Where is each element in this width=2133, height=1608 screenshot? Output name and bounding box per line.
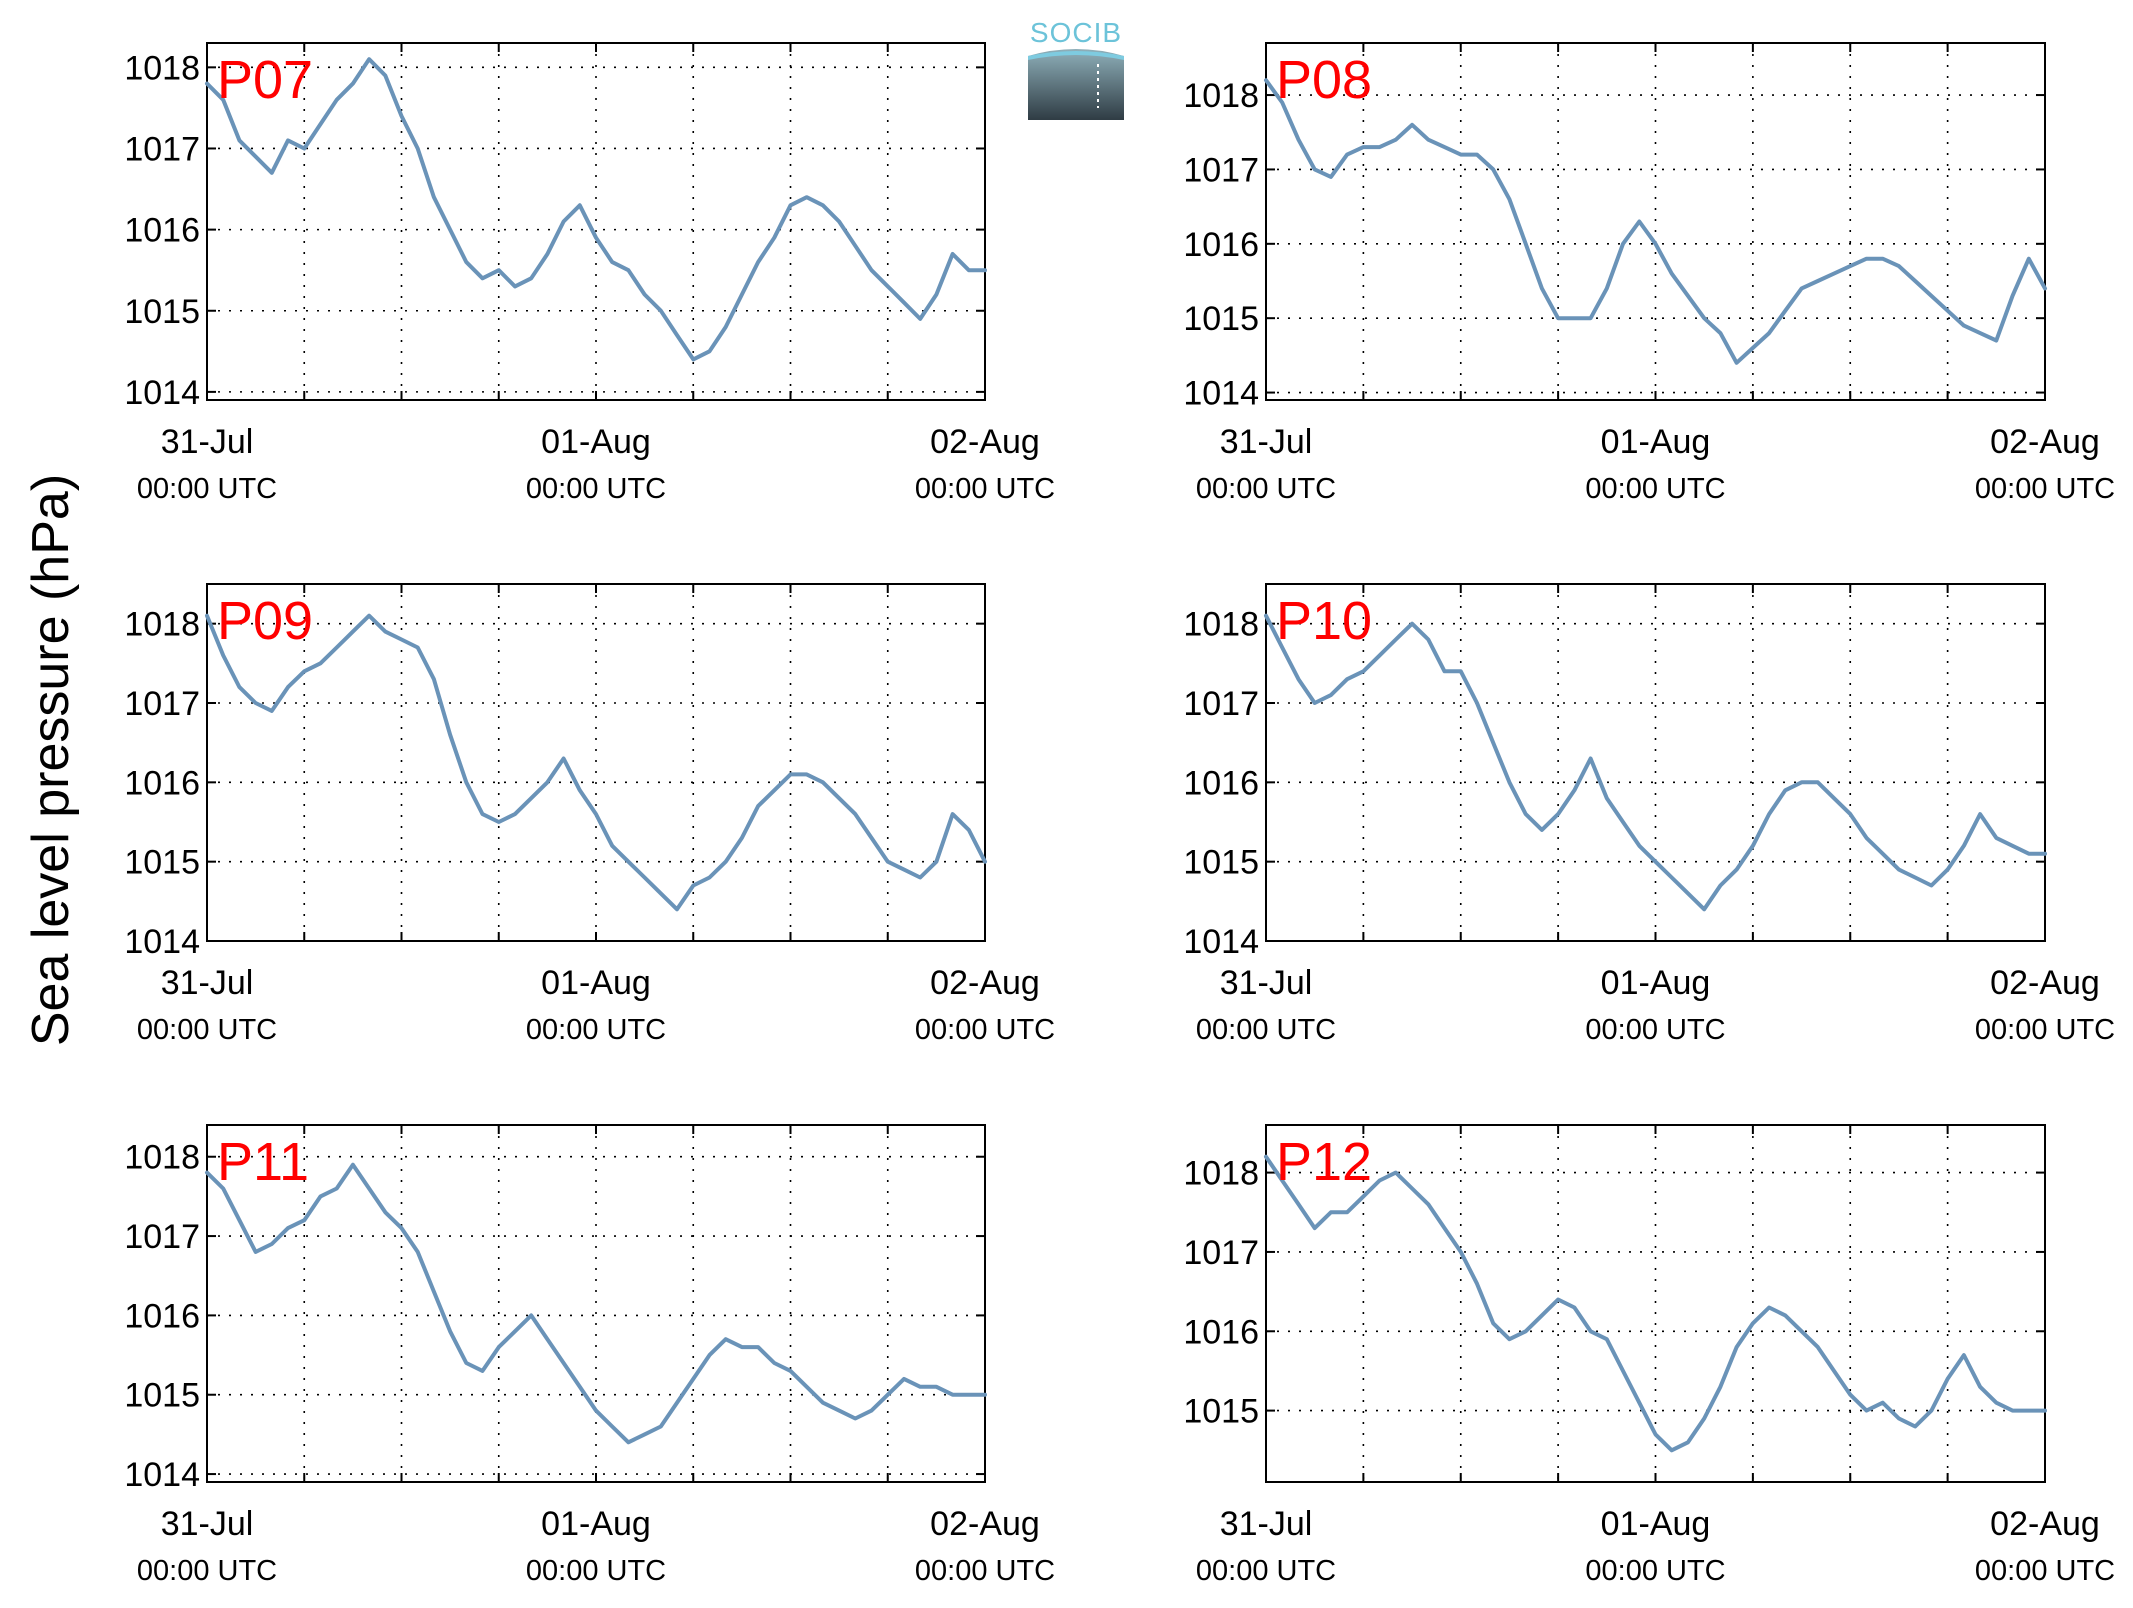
x-tick-label-day: 31-Jul	[161, 1505, 254, 1543]
y-tick-label: 1014	[1183, 375, 1259, 413]
logo-wave-icon	[1028, 49, 1124, 120]
y-tick-label: 1015	[1183, 844, 1259, 882]
series-line-p12	[1264, 1154, 2047, 1453]
y-tick-label: 1014	[124, 1456, 200, 1494]
x-tick-label-time: 00:00 UTC	[1196, 473, 1336, 505]
panel-p09: 1014 1015 1016 1017 1018 31-Jul 00:00 UTC 01-Au…	[124, 583, 1055, 1046]
y-tick-label: 1016	[1183, 226, 1259, 264]
y-tick-label: 1015	[1183, 1393, 1259, 1431]
plot-frame	[206, 1124, 986, 1483]
y-tick-label: 1018	[124, 49, 200, 87]
y-tick-label: 1016	[124, 212, 200, 250]
x-tick-label-time: 00:00 UTC	[915, 473, 1055, 505]
station-label: P09	[217, 591, 313, 651]
y-tick-label: 1016	[1183, 1313, 1259, 1351]
x-tick-label-day: 01-Aug	[541, 1505, 651, 1543]
y-tick-label: 1015	[124, 293, 200, 331]
y-tick-label: 1018	[124, 606, 200, 644]
station-label: P12	[1276, 1132, 1372, 1192]
y-tick-label: 1017	[124, 130, 200, 168]
x-tick-label-time: 00:00 UTC	[915, 1014, 1055, 1046]
x-tick-label-day: 02-Aug	[930, 1505, 1040, 1543]
station-label: P11	[217, 1132, 309, 1192]
y-tick-label: 1016	[1183, 764, 1259, 802]
x-tick-label-day: 31-Jul	[1220, 423, 1313, 461]
x-tick-label-day: 02-Aug	[1990, 423, 2100, 461]
plot-frame	[1265, 42, 2046, 401]
x-tick-label-day: 31-Jul	[161, 423, 254, 461]
y-tick-label: 1017	[1183, 1234, 1259, 1272]
x-tick-label-day: 01-Aug	[1601, 1505, 1711, 1543]
y-tick-label: 1014	[1183, 923, 1259, 961]
socib-logo: SOCIB	[1028, 17, 1124, 120]
panel-p11: 1014 1015 1016 1017 1018 31-Jul 00:00 UTC 01-Au…	[124, 1124, 1055, 1587]
logo-text: SOCIB	[1030, 17, 1122, 48]
plot-frame	[206, 583, 986, 942]
y-tick-label: 1014	[124, 374, 200, 412]
y-tick-label: 1017	[1183, 151, 1259, 189]
x-tick-label-time: 00:00 UTC	[1975, 473, 2115, 505]
station-label: P07	[217, 50, 313, 110]
x-tick-label-time: 00:00 UTC	[1196, 1014, 1336, 1046]
x-tick-label-time: 00:00 UTC	[1585, 473, 1725, 505]
series-line-p08	[1264, 78, 2047, 365]
series-line-p09	[205, 613, 987, 912]
x-tick-label-time: 00:00 UTC	[1975, 1555, 2115, 1587]
x-tick-label-time: 00:00 UTC	[915, 1555, 1055, 1587]
y-tick-label: 1017	[124, 1218, 200, 1256]
x-tick-label-time: 00:00 UTC	[526, 1014, 666, 1046]
x-tick-label-time: 00:00 UTC	[526, 473, 666, 505]
plot-frame	[206, 42, 986, 401]
series-line-p11	[205, 1162, 987, 1445]
x-tick-label-day: 31-Jul	[1220, 1505, 1313, 1543]
panel-p10: 1014 1015 1016 1017 1018 31-Jul 00:00 UTC 01-Au…	[1183, 583, 2115, 1046]
x-tick-label-day: 02-Aug	[930, 964, 1040, 1002]
y-tick-label: 1015	[124, 1377, 200, 1415]
y-tick-label: 1015	[1183, 300, 1259, 338]
x-tick-label-day: 01-Aug	[541, 964, 651, 1002]
x-tick-label-time: 00:00 UTC	[1196, 1555, 1336, 1587]
x-tick-label-day: 31-Jul	[1220, 964, 1313, 1002]
y-tick-label: 1014	[124, 923, 200, 961]
x-tick-label-day: 01-Aug	[541, 423, 651, 461]
x-tick-label-day: 02-Aug	[930, 423, 1040, 461]
y-tick-label: 1018	[1183, 1155, 1259, 1193]
y-axis-label: Sea level pressure (hPa)	[22, 474, 80, 1046]
station-label: P08	[1276, 50, 1372, 110]
x-tick-label-day: 02-Aug	[1990, 1505, 2100, 1543]
x-tick-label-day: 01-Aug	[1601, 964, 1711, 1002]
y-tick-label: 1016	[124, 764, 200, 802]
panel-p07: 1014 1015 1016 1017 1018 31-Jul 00:00 UTC 01-Au…	[124, 42, 1055, 505]
x-tick-label-day: 01-Aug	[1601, 423, 1711, 461]
x-tick-label-time: 00:00 UTC	[1975, 1014, 2115, 1046]
y-tick-label: 1018	[1183, 77, 1259, 115]
panel-p08: 1014 1015 1016 1017 1018 31-Jul 00:00 UTC 01-Au…	[1183, 42, 2115, 505]
y-tick-label: 1015	[124, 844, 200, 882]
plot-frame	[1265, 583, 2046, 942]
panel-p12: 1015 1016 1017 1018 31-Jul 00:00 UTC 01-Aug 00:…	[1183, 1124, 2115, 1587]
y-tick-label: 1017	[1183, 685, 1259, 723]
y-tick-label: 1016	[124, 1297, 200, 1335]
series-line-p07	[205, 57, 987, 362]
x-tick-label-time: 00:00 UTC	[137, 1555, 277, 1587]
x-tick-label-time: 00:00 UTC	[137, 1014, 277, 1046]
station-label: P10	[1276, 591, 1372, 651]
series-line-p10	[1264, 613, 2047, 912]
x-tick-label-time: 00:00 UTC	[1585, 1014, 1725, 1046]
x-tick-label-day: 31-Jul	[161, 964, 254, 1002]
y-tick-label: 1018	[124, 1139, 200, 1177]
y-tick-label: 1017	[124, 685, 200, 723]
x-tick-label-day: 02-Aug	[1990, 964, 2100, 1002]
x-tick-label-time: 00:00 UTC	[1585, 1555, 1725, 1587]
y-tick-label: 1018	[1183, 606, 1259, 644]
x-tick-label-time: 00:00 UTC	[526, 1555, 666, 1587]
x-tick-label-time: 00:00 UTC	[137, 473, 277, 505]
